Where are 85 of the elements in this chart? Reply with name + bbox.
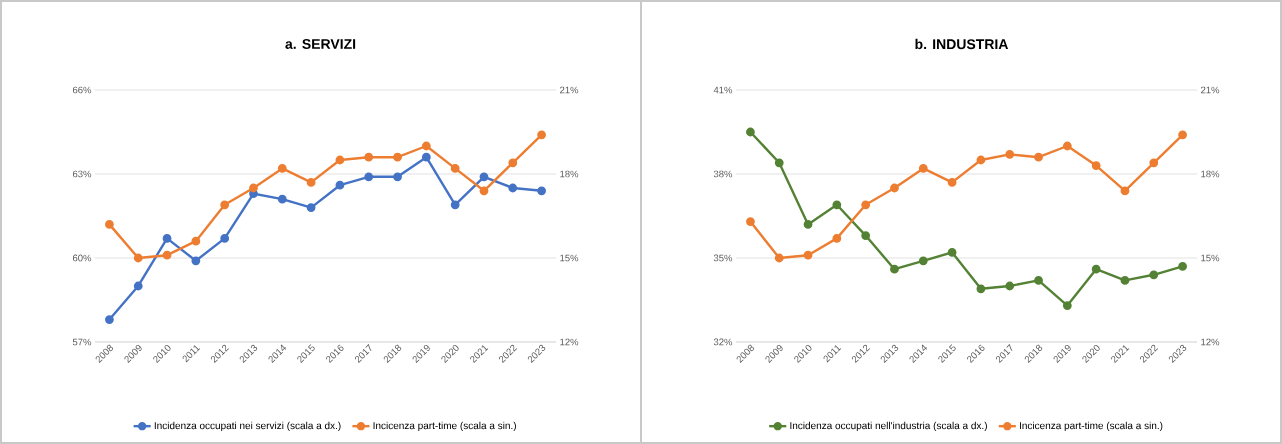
y2-tick-label: 12% (560, 338, 579, 346)
point (335, 180, 345, 190)
y2-tick-label: 18% (1201, 170, 1220, 178)
point (774, 158, 784, 168)
point (1149, 158, 1159, 168)
point (450, 163, 460, 173)
point (393, 152, 402, 162)
point (537, 130, 546, 140)
point (1005, 149, 1015, 159)
point (508, 183, 518, 193)
point (774, 253, 784, 263)
point (162, 233, 172, 243)
point (479, 186, 489, 196)
legend-label: Incidenza occupati nei servizi (scala a dx.) (154, 421, 341, 432)
point (105, 219, 114, 229)
y2-tick-label: 15% (1201, 254, 1220, 262)
point (1005, 281, 1015, 291)
point (133, 281, 143, 291)
y2-tick-label: 18% (560, 170, 579, 178)
point (1091, 264, 1101, 274)
point (918, 163, 928, 173)
y-tick-label: 35% (713, 254, 733, 262)
point (508, 158, 518, 168)
point (1149, 270, 1159, 280)
point (364, 172, 374, 182)
point (890, 183, 899, 193)
point (1034, 275, 1043, 285)
point (746, 217, 755, 226)
point (1062, 141, 1072, 151)
point (162, 250, 172, 260)
legend-label: Incicenza part-time (scala a sin.) (373, 421, 516, 432)
point (890, 264, 899, 274)
point (277, 163, 287, 173)
y-tick-label: 32% (713, 338, 733, 346)
point (306, 177, 316, 187)
point (861, 231, 871, 240)
point (249, 183, 258, 193)
legend-label: Incidenza occupati nell'industria (scala a dx.) (790, 421, 987, 432)
point (947, 247, 957, 257)
chart-title: a. SERVIZI (285, 39, 356, 49)
point (918, 256, 928, 266)
point (479, 172, 489, 182)
y-tick-label: 63% (72, 170, 92, 178)
point (803, 250, 813, 260)
point (191, 236, 201, 246)
y2-tick-label: 15% (560, 254, 579, 262)
point (947, 177, 957, 187)
point (105, 315, 114, 324)
y-tick-label: 66% (72, 86, 92, 94)
point (803, 219, 813, 229)
y-tick-label: 57% (72, 338, 92, 346)
point (220, 200, 230, 210)
y2-tick-label: 12% (1201, 338, 1220, 346)
point (1178, 261, 1187, 271)
point (832, 200, 842, 210)
y2-tick-label: 21% (1201, 86, 1220, 94)
point (1034, 152, 1043, 162)
point (220, 233, 230, 243)
point (191, 256, 201, 266)
point (1062, 301, 1072, 310)
point (976, 155, 986, 165)
point (1120, 186, 1130, 196)
y-tick-label: 38% (713, 170, 733, 178)
point (335, 155, 345, 165)
point (832, 233, 842, 243)
point (364, 152, 374, 162)
point (277, 194, 287, 204)
point (1178, 130, 1187, 140)
y-tick-label: 41% (713, 86, 733, 94)
point (393, 172, 402, 182)
y-tick-label: 60% (72, 254, 92, 262)
y2-tick-label: 21% (560, 86, 579, 94)
legend-label: Incicenza part-time (scala a sin.) (1019, 421, 1163, 432)
point (1091, 161, 1101, 170)
point (306, 203, 316, 212)
point (133, 253, 143, 263)
point (537, 186, 546, 196)
point (976, 284, 986, 294)
chart-title: b. INDUSTRIA (915, 38, 1009, 50)
point (1120, 275, 1130, 285)
point (421, 152, 431, 162)
point (746, 127, 755, 137)
point (450, 200, 460, 210)
point (421, 141, 431, 151)
point (861, 200, 871, 210)
